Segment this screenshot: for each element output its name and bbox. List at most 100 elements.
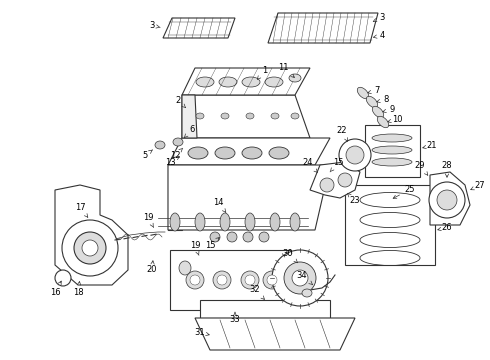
Circle shape — [292, 270, 308, 286]
Ellipse shape — [289, 74, 301, 82]
Ellipse shape — [269, 147, 289, 159]
Circle shape — [62, 220, 118, 276]
Text: 13: 13 — [165, 157, 179, 167]
Text: 5: 5 — [143, 150, 152, 160]
Text: 6: 6 — [184, 125, 195, 138]
Bar — [170, 250, 290, 310]
Text: 9: 9 — [383, 105, 394, 114]
Ellipse shape — [372, 146, 412, 154]
Ellipse shape — [270, 213, 280, 231]
Ellipse shape — [265, 77, 283, 87]
Ellipse shape — [220, 213, 230, 231]
Polygon shape — [163, 18, 235, 38]
Ellipse shape — [246, 113, 254, 119]
Bar — [200, 300, 330, 318]
Text: 15: 15 — [205, 238, 220, 250]
Polygon shape — [168, 138, 330, 165]
Circle shape — [338, 173, 352, 187]
Ellipse shape — [186, 271, 204, 289]
Text: 19: 19 — [143, 213, 153, 227]
Polygon shape — [182, 95, 197, 138]
Ellipse shape — [242, 77, 260, 87]
Text: 3: 3 — [373, 13, 385, 22]
Ellipse shape — [217, 275, 227, 285]
Text: 2: 2 — [175, 96, 186, 108]
Ellipse shape — [241, 271, 259, 289]
Ellipse shape — [190, 275, 200, 285]
Ellipse shape — [290, 213, 300, 231]
Text: 32: 32 — [250, 285, 265, 300]
Text: 3: 3 — [149, 21, 160, 30]
Ellipse shape — [245, 213, 255, 231]
Text: 10: 10 — [388, 115, 402, 124]
Ellipse shape — [259, 232, 269, 242]
Circle shape — [272, 250, 328, 306]
Ellipse shape — [242, 147, 262, 159]
Text: 19: 19 — [190, 241, 200, 255]
Ellipse shape — [195, 213, 205, 231]
Circle shape — [437, 190, 457, 210]
Text: 21: 21 — [423, 141, 437, 150]
Polygon shape — [55, 185, 128, 285]
Ellipse shape — [179, 261, 191, 275]
Ellipse shape — [196, 77, 214, 87]
Text: 24: 24 — [303, 158, 318, 172]
Text: 31: 31 — [195, 328, 209, 337]
Polygon shape — [195, 318, 355, 350]
Ellipse shape — [271, 113, 279, 119]
Polygon shape — [182, 68, 310, 95]
Ellipse shape — [267, 275, 277, 285]
Ellipse shape — [263, 271, 281, 289]
Text: 33: 33 — [230, 312, 241, 324]
Text: 27: 27 — [471, 181, 485, 190]
Text: 30: 30 — [283, 249, 297, 263]
Bar — [365, 125, 420, 177]
Circle shape — [346, 146, 364, 164]
Ellipse shape — [188, 147, 208, 159]
Text: 7: 7 — [368, 86, 380, 95]
Polygon shape — [268, 13, 378, 43]
Ellipse shape — [210, 232, 220, 242]
Text: 12: 12 — [170, 148, 183, 160]
Ellipse shape — [213, 271, 231, 289]
Ellipse shape — [372, 134, 412, 142]
Polygon shape — [310, 162, 360, 198]
Ellipse shape — [227, 232, 237, 242]
Text: 22: 22 — [337, 126, 347, 141]
Ellipse shape — [173, 138, 183, 146]
Circle shape — [55, 270, 71, 286]
Text: 23: 23 — [347, 193, 360, 205]
Text: 29: 29 — [415, 161, 428, 175]
Polygon shape — [182, 95, 310, 138]
Ellipse shape — [243, 232, 253, 242]
Circle shape — [284, 262, 316, 294]
Ellipse shape — [196, 113, 204, 119]
Text: 17: 17 — [74, 203, 88, 217]
Ellipse shape — [291, 113, 299, 119]
Text: 28: 28 — [441, 161, 452, 177]
Ellipse shape — [372, 158, 412, 166]
Text: 4: 4 — [373, 31, 385, 40]
Text: 15: 15 — [330, 158, 343, 172]
Circle shape — [429, 182, 465, 218]
Text: 18: 18 — [73, 282, 83, 297]
Text: 11: 11 — [278, 63, 294, 77]
Ellipse shape — [245, 275, 255, 285]
Circle shape — [339, 139, 371, 171]
Text: 8: 8 — [377, 95, 389, 104]
Circle shape — [74, 232, 106, 264]
Ellipse shape — [357, 87, 368, 99]
Text: 1: 1 — [257, 66, 268, 79]
Ellipse shape — [170, 213, 180, 231]
Bar — [345, 185, 435, 265]
Ellipse shape — [215, 147, 235, 159]
Circle shape — [320, 178, 334, 192]
Polygon shape — [168, 165, 330, 230]
Text: 20: 20 — [147, 261, 157, 274]
Circle shape — [82, 240, 98, 256]
Text: 14: 14 — [213, 198, 226, 212]
Text: 16: 16 — [49, 281, 61, 297]
Polygon shape — [168, 165, 182, 230]
Ellipse shape — [221, 113, 229, 119]
Text: 34: 34 — [296, 271, 313, 284]
